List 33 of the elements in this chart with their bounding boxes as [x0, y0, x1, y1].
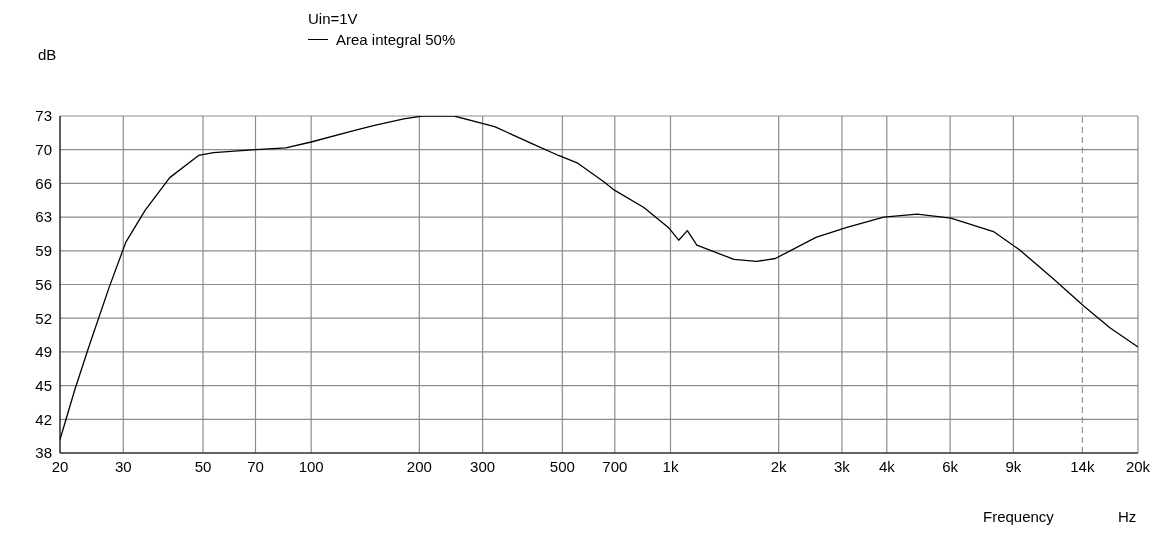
y-tick-label: 63 [35, 208, 52, 226]
x-tick-label: 100 [298, 457, 324, 475]
x-tick-label: 14k [1070, 457, 1095, 475]
x-tick-label: 200 [406, 457, 432, 475]
x-tick-label: 9k [1005, 457, 1022, 475]
y-tick-label: 59 [35, 242, 52, 260]
x-axis-title: Frequency [983, 508, 1054, 525]
y-tick-label: 73 [35, 107, 52, 125]
y-tick-label: 52 [35, 309, 52, 327]
x-tick-label: 300 [470, 457, 496, 475]
x-tick-label: 500 [549, 457, 575, 475]
x-tick-label: 2k [770, 457, 788, 475]
x-tick-label: 6k [942, 457, 959, 475]
y-tick-label: 66 [35, 174, 52, 192]
text: Hz [1118, 508, 1137, 525]
y-tick-label: 56 [35, 275, 52, 293]
x-tick-label: 70 [247, 457, 264, 475]
x-tick-label: 50 [194, 457, 212, 475]
y-tick-label: 42 [35, 410, 52, 428]
legend-title: Uin=1V [308, 10, 359, 27]
x-tick-label: 30 [114, 457, 132, 475]
y-tick-label: 38 [35, 444, 52, 462]
y-tick-label: 45 [35, 376, 52, 394]
x-tick-label: 20k [1125, 457, 1151, 475]
x-tick-label: 20 [51, 457, 69, 475]
y-tick-label: 70 [35, 141, 52, 159]
legend-label: Area integral 50% [336, 31, 456, 48]
y-axis-title: dB [38, 46, 57, 63]
y-tick-label: 49 [35, 343, 52, 361]
x-tick-label: 3k [834, 457, 851, 475]
x-tick-label: 4k [878, 457, 896, 475]
x-tick-label: 1k [662, 457, 679, 475]
x-tick-label: 700 [602, 457, 628, 475]
